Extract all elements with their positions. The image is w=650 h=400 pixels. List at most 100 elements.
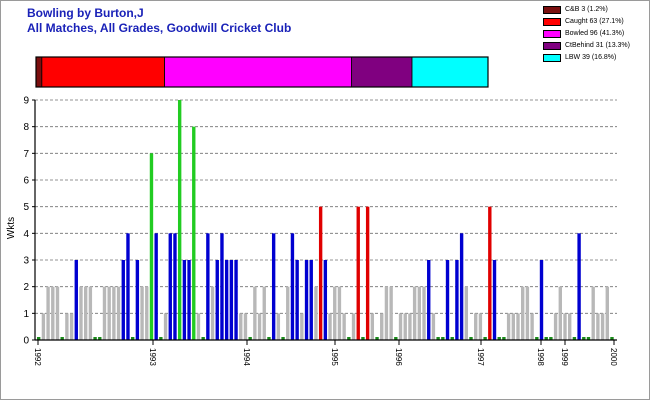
bar (257, 313, 262, 340)
bar (182, 260, 187, 340)
bar (248, 337, 252, 340)
bar (591, 286, 595, 340)
bar (154, 233, 158, 340)
bar (380, 313, 384, 340)
bar (427, 260, 431, 340)
breakdown-segment (35, 56, 43, 88)
bar (55, 286, 60, 340)
bar (126, 233, 130, 340)
bar (577, 233, 581, 340)
legend-item: LBW 39 (16.8%) (543, 52, 630, 63)
bar (229, 260, 234, 340)
legend-label: C&B 3 (1.2%) (565, 6, 608, 13)
bar (600, 313, 605, 340)
bar (159, 337, 163, 340)
bar (553, 313, 558, 340)
bar (478, 313, 483, 340)
bar (215, 260, 219, 340)
legend-swatch (543, 29, 561, 38)
bar (140, 286, 144, 340)
bar (314, 286, 318, 340)
bar (502, 337, 506, 340)
bar (309, 260, 313, 340)
bar (408, 313, 412, 340)
bar (605, 286, 609, 340)
bar (323, 260, 328, 340)
y-tick-label: 9 (23, 96, 29, 107)
legend-swatch (543, 41, 561, 50)
bar (239, 313, 243, 340)
bar (37, 337, 41, 340)
bar (525, 286, 530, 340)
bar (394, 337, 398, 340)
chart-subtitle: All Matches, All Grades, Goodwill Cricke… (27, 21, 292, 35)
bar (281, 337, 285, 340)
bar (431, 313, 436, 340)
chart-title: Bowling by Burton,J (27, 6, 144, 20)
bar (130, 337, 135, 340)
x-tick-label: 1992 (33, 348, 42, 366)
bar (464, 286, 469, 340)
bar (530, 313, 534, 340)
x-tick-label: 1996 (394, 348, 403, 366)
bar (422, 286, 426, 340)
bar (116, 286, 121, 340)
bar (337, 286, 342, 340)
bar (351, 313, 356, 340)
breakdown-segment (411, 56, 489, 88)
bar (356, 206, 360, 340)
bar (459, 233, 464, 340)
bar (135, 260, 140, 340)
bar (220, 233, 224, 340)
bar (206, 233, 210, 340)
bar (342, 313, 346, 340)
bar (361, 337, 365, 340)
bar (445, 260, 450, 340)
bar (516, 313, 520, 340)
legend: C&B 3 (1.2%) Caught 63 (27.1%) Bowled 96 (… (543, 4, 630, 64)
bar (572, 337, 577, 340)
x-tick-label: 1999 (560, 348, 569, 366)
bar (506, 313, 511, 340)
bar (46, 286, 50, 340)
bar (88, 286, 93, 340)
bar (558, 286, 562, 340)
bar (286, 286, 290, 340)
bar (168, 233, 172, 340)
legend-swatch (543, 17, 561, 26)
bar (98, 337, 102, 340)
bar (83, 286, 88, 340)
bar (412, 286, 417, 340)
bar (93, 337, 97, 340)
bar (483, 337, 487, 340)
bar (347, 337, 351, 340)
bar (610, 337, 614, 340)
bar (568, 313, 572, 340)
y-tick-label: 1 (23, 309, 29, 320)
y-tick-label: 2 (23, 282, 29, 293)
bar (441, 337, 445, 340)
breakdown-segment (41, 56, 165, 88)
bar (262, 286, 266, 340)
bar (304, 260, 309, 340)
legend-item: Bowled 96 (41.3%) (543, 28, 630, 39)
legend-item: CtBehind 31 (13.3%) (543, 40, 630, 51)
y-axis-label: Wkts (6, 217, 17, 239)
bar (51, 286, 55, 340)
bar (267, 337, 271, 340)
bar (398, 313, 403, 340)
legend-label: CtBehind 31 (13.3%) (565, 42, 630, 49)
bar (365, 206, 370, 340)
bar (300, 313, 304, 340)
bar (403, 313, 407, 340)
bar (450, 337, 454, 340)
bar (333, 286, 337, 340)
bar (375, 337, 379, 340)
x-tick-label: 2000 (609, 348, 618, 366)
bar (549, 337, 553, 340)
bar (455, 260, 459, 340)
bar (492, 260, 497, 340)
bar (41, 313, 46, 340)
legend-label: Caught 63 (27.1%) (565, 18, 624, 25)
